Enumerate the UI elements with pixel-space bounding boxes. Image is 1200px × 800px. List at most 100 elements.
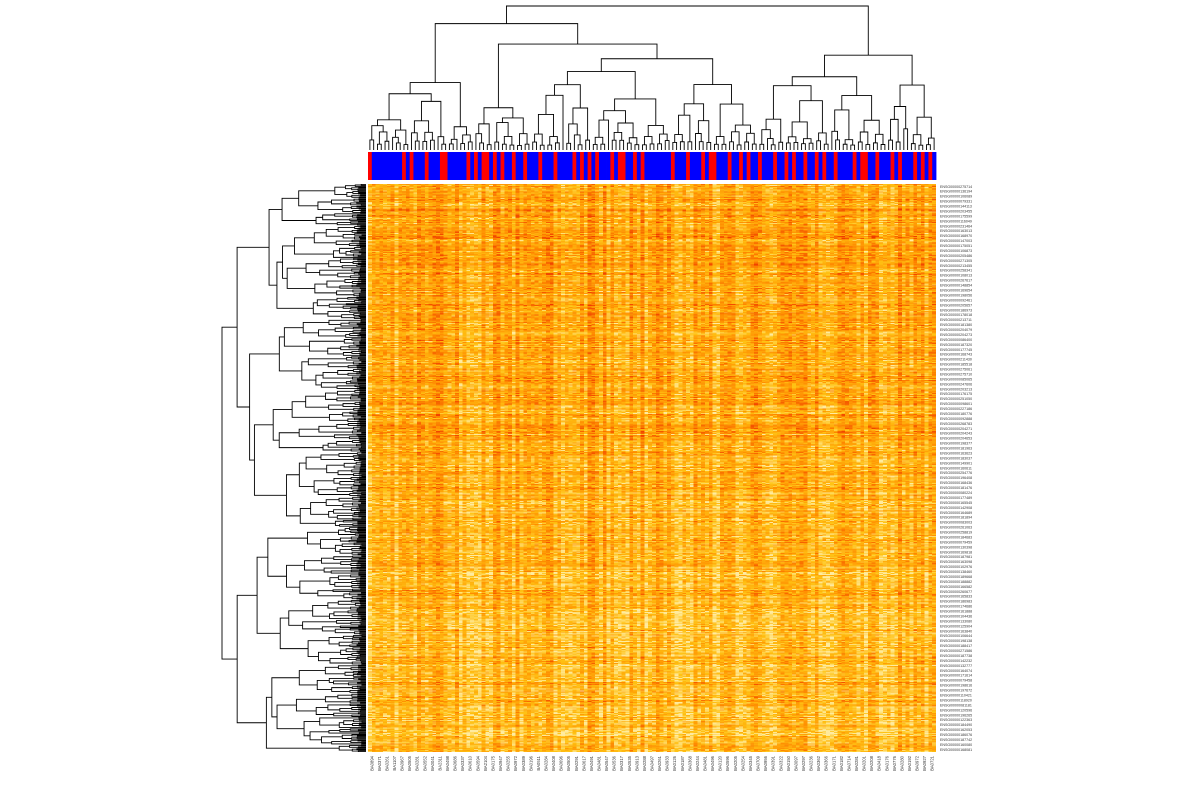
row-label: ENSG00000271305 xyxy=(940,259,972,263)
dendrogram-branch xyxy=(338,745,353,751)
dendrogram-branch xyxy=(350,221,366,224)
dendrogram-branch xyxy=(338,529,356,535)
dendrogram-branch xyxy=(842,143,848,150)
dendrogram-branch xyxy=(359,630,366,633)
dendrogram-branch xyxy=(358,606,366,609)
dendrogram-branch xyxy=(358,227,366,230)
dendrogram-branch xyxy=(349,744,362,748)
dendrogram-branch xyxy=(350,396,362,400)
dendrogram-branch xyxy=(356,656,366,659)
dendrogram-branch xyxy=(359,401,366,404)
dendrogram-branch xyxy=(353,719,362,723)
column-label: BA0362 xyxy=(816,755,821,771)
dendrogram-branch xyxy=(351,653,361,656)
dendrogram-branch xyxy=(340,346,359,351)
dendrogram-branch xyxy=(683,103,705,121)
dendrogram-branch xyxy=(359,437,366,440)
dendrogram-branch xyxy=(360,668,366,671)
dendrogram-branch xyxy=(359,391,366,394)
dendrogram-branch xyxy=(566,71,636,99)
dendrogram-branch xyxy=(347,372,361,376)
column-label: BA0511 xyxy=(536,755,541,770)
dendrogram-branch xyxy=(532,141,537,150)
annotation-cell xyxy=(769,152,774,180)
column-label: BA0481 xyxy=(703,755,708,771)
dendrogram-branch xyxy=(486,144,492,150)
dendrogram-branch xyxy=(329,413,348,421)
dendrogram-branch xyxy=(350,536,359,540)
dendrogram-branch xyxy=(687,141,693,150)
dendrogram-branch xyxy=(844,139,854,146)
annotation-cell xyxy=(629,152,634,180)
row-label: ENSG00000168081 xyxy=(940,748,972,752)
dendrogram-branch xyxy=(336,297,355,302)
dendrogram-branch xyxy=(519,133,528,146)
dendrogram-branch xyxy=(353,293,360,297)
annotation-cell xyxy=(496,152,501,180)
annotation-cell xyxy=(723,152,729,180)
dendrogram-branch xyxy=(600,58,714,85)
dendrogram-branch xyxy=(354,236,361,240)
dendrogram-branch xyxy=(619,139,625,150)
row-label: ENSG00000080224 xyxy=(940,491,972,495)
dendrogram-branch xyxy=(236,246,270,408)
dendrogram-branch xyxy=(467,141,473,150)
dendrogram-branch xyxy=(351,338,366,341)
dendrogram-branch xyxy=(358,314,366,317)
dendrogram-branch xyxy=(895,141,901,150)
annotation-cell xyxy=(576,152,581,180)
row-label: ENSG00000268783 xyxy=(940,422,972,426)
column-label: BA0947 xyxy=(498,755,503,771)
dendrogram-branch xyxy=(318,425,353,433)
dendrogram-branch xyxy=(357,223,366,226)
dendrogram-branch xyxy=(351,566,366,570)
dendrogram-branch xyxy=(359,312,366,315)
dendrogram-branch xyxy=(573,134,581,150)
annotation-cell xyxy=(542,152,547,180)
row-label: ENSG00000132777 xyxy=(940,664,972,668)
annotation-cell xyxy=(882,152,888,180)
dendrogram-branch xyxy=(494,141,500,150)
dendrogram-branch xyxy=(354,402,360,406)
row-label: ENSG00000120596 xyxy=(940,708,972,712)
dendrogram-branch xyxy=(356,507,366,510)
dendrogram-branch xyxy=(361,726,366,729)
row-label: ENSG00000198056 xyxy=(940,293,972,297)
dendrogram-branch xyxy=(357,698,366,700)
dendrogram-branch xyxy=(899,84,925,118)
dendrogram-branch xyxy=(358,557,366,560)
dendrogram-branch xyxy=(298,462,315,487)
annotation-cell xyxy=(402,152,407,180)
row-label: ENSG00000092461 xyxy=(940,298,972,302)
dendrogram-branch xyxy=(736,144,742,150)
dendrogram-branch xyxy=(437,136,445,150)
dendrogram-branch xyxy=(359,584,366,587)
dendrogram-branch xyxy=(334,544,343,552)
dendrogram-branch xyxy=(320,382,347,388)
annotation-cell xyxy=(848,152,854,180)
dendrogram-branch xyxy=(344,528,351,533)
dendrogram-branch xyxy=(358,186,366,189)
dendrogram-branch xyxy=(326,280,345,288)
dendrogram-branch xyxy=(349,275,361,279)
dendrogram-branch xyxy=(340,561,359,566)
dendrogram-branch xyxy=(349,527,359,530)
dendrogram-branch xyxy=(298,670,326,686)
dendrogram-branch xyxy=(340,649,352,655)
dendrogram-branch xyxy=(714,143,719,150)
dendrogram-branch xyxy=(453,126,467,140)
annotation-cell xyxy=(920,152,926,180)
dendrogram-branch xyxy=(351,229,358,233)
column-label: BA0187 xyxy=(680,755,685,771)
dendrogram-branch xyxy=(352,555,366,558)
dendrogram-branch xyxy=(342,412,354,417)
annotation-cell xyxy=(871,152,876,180)
dendrogram-branch xyxy=(329,657,353,664)
annotation-cell xyxy=(826,152,831,180)
dendrogram-branch xyxy=(359,422,366,425)
dendrogram-branch xyxy=(350,206,360,210)
dendrogram-branch xyxy=(441,143,447,150)
annotation-cell xyxy=(644,152,649,180)
dendrogram-branch xyxy=(890,118,899,142)
dendrogram-branch xyxy=(361,517,366,520)
